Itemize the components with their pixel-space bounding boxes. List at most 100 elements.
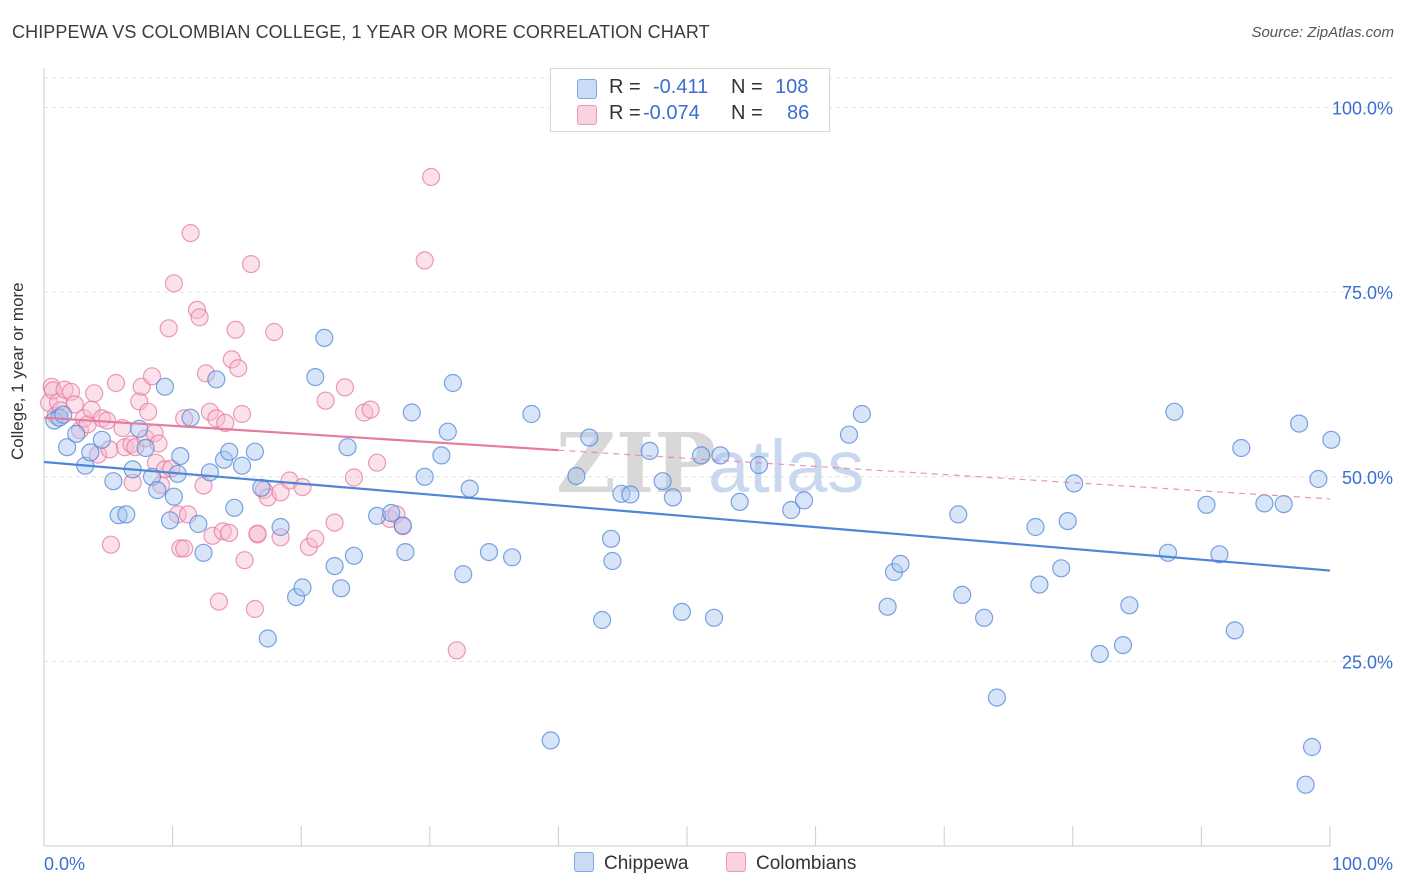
point-colombians bbox=[344, 468, 363, 487]
point-chippewa bbox=[782, 500, 801, 520]
point-chippewa bbox=[663, 488, 683, 507]
point-chippewa bbox=[454, 565, 473, 584]
point-chippewa bbox=[603, 551, 622, 571]
point-chippewa bbox=[136, 438, 155, 458]
point-chippewa bbox=[438, 422, 457, 441]
point-colombians bbox=[175, 539, 194, 558]
point-colombians bbox=[293, 478, 312, 497]
point-chippewa bbox=[432, 446, 451, 465]
watermark-atlas: atlas bbox=[708, 425, 864, 508]
point-chippewa bbox=[344, 546, 363, 565]
point-chippewa bbox=[396, 542, 415, 562]
point-colombians bbox=[139, 402, 158, 421]
point-colombians bbox=[85, 384, 104, 403]
point-chippewa bbox=[81, 443, 100, 462]
point-chippewa bbox=[1052, 559, 1071, 578]
point-colombians bbox=[164, 274, 183, 293]
point-chippewa bbox=[1197, 495, 1216, 514]
point-chippewa bbox=[155, 377, 174, 396]
point-colombians bbox=[229, 359, 248, 378]
point-chippewa bbox=[522, 404, 541, 424]
point-chippewa bbox=[1255, 494, 1274, 513]
chart-title: CHIPPEWA VS COLOMBIAN COLLEGE, 1 YEAR OR… bbox=[12, 22, 710, 42]
point-colombians bbox=[447, 641, 466, 660]
point-chippewa bbox=[891, 554, 910, 574]
x-tick-label-max: 100.0% bbox=[1332, 854, 1393, 874]
point-chippewa bbox=[1232, 438, 1251, 458]
point-colombians bbox=[325, 513, 344, 532]
point-colombians bbox=[207, 409, 226, 428]
series-colombians bbox=[39, 167, 466, 660]
legend-r-label: R = bbox=[609, 102, 641, 124]
point-chippewa bbox=[332, 579, 351, 598]
point-colombians bbox=[171, 539, 190, 558]
point-chippewa bbox=[949, 505, 968, 524]
point-colombians bbox=[265, 322, 284, 342]
point-chippewa bbox=[189, 514, 208, 534]
point-chippewa bbox=[287, 587, 306, 607]
watermark: ZIP atlas bbox=[556, 416, 864, 512]
point-chippewa bbox=[730, 492, 749, 511]
point-colombians bbox=[248, 524, 267, 543]
point-colombians bbox=[415, 251, 434, 270]
point-chippewa bbox=[653, 472, 672, 491]
point-chippewa bbox=[1296, 775, 1315, 794]
point-chippewa bbox=[104, 472, 123, 491]
point-chippewa bbox=[109, 506, 128, 525]
point-chippewa bbox=[393, 516, 412, 535]
point-chippewa bbox=[502, 548, 522, 567]
point-chippewa bbox=[45, 411, 64, 430]
point-chippewa bbox=[271, 517, 290, 537]
point-colombians bbox=[422, 167, 441, 187]
point-chippewa bbox=[368, 506, 387, 526]
point-colombians bbox=[235, 551, 254, 570]
legend-n-value: 108 bbox=[775, 76, 809, 98]
tick-labels: 25.0% 50.0% 75.0% 100.0% 0.0% 100.0% bbox=[44, 99, 1393, 874]
point-chippewa bbox=[592, 610, 612, 630]
y-tick-label: 50.0% bbox=[1342, 468, 1393, 488]
point-chippewa bbox=[749, 455, 769, 475]
trend-line-colombians bbox=[43, 416, 559, 452]
point-chippewa bbox=[460, 479, 479, 498]
point-chippewa bbox=[1058, 511, 1077, 531]
legend-n-label: N = bbox=[731, 76, 763, 98]
point-chippewa bbox=[987, 688, 1007, 707]
point-chippewa bbox=[443, 373, 462, 393]
bottom-legend-swatch-chippewa bbox=[574, 852, 594, 872]
point-chippewa bbox=[258, 629, 277, 648]
trend-lines bbox=[43, 416, 1331, 572]
legend-swatch-colombians bbox=[577, 105, 597, 125]
point-chippewa bbox=[306, 368, 325, 387]
bottom-legend-label-colombians: Colombians bbox=[756, 853, 857, 874]
point-colombians bbox=[65, 395, 85, 414]
point-colombians bbox=[368, 453, 387, 472]
point-colombians bbox=[335, 378, 354, 397]
point-colombians bbox=[209, 592, 228, 611]
point-colombians bbox=[226, 320, 245, 339]
legend-n-value: 86 bbox=[787, 102, 810, 124]
point-chippewa bbox=[640, 441, 659, 460]
point-chippewa bbox=[57, 438, 77, 457]
point-chippewa bbox=[338, 438, 357, 457]
axes bbox=[43, 68, 1331, 847]
point-chippewa bbox=[1064, 474, 1084, 493]
point-colombians bbox=[306, 529, 325, 548]
point-colombians bbox=[181, 224, 200, 243]
point-chippewa bbox=[1289, 414, 1309, 433]
point-chippewa bbox=[402, 403, 421, 422]
point-colombians bbox=[196, 364, 216, 383]
point-chippewa bbox=[1090, 644, 1109, 664]
point-colombians bbox=[216, 413, 235, 432]
point-colombians bbox=[101, 535, 121, 554]
y-tick-label: 75.0% bbox=[1342, 283, 1393, 303]
point-chippewa bbox=[92, 430, 112, 449]
trend-line-extension-colombians bbox=[558, 449, 1331, 500]
x-tick-label-min: 0.0% bbox=[44, 854, 85, 874]
point-chippewa bbox=[1322, 430, 1341, 449]
point-colombians bbox=[271, 528, 290, 547]
point-chippewa bbox=[148, 481, 167, 500]
point-chippewa bbox=[601, 529, 621, 548]
point-chippewa bbox=[164, 487, 183, 506]
point-chippewa bbox=[1165, 402, 1184, 421]
point-chippewa bbox=[194, 543, 213, 562]
